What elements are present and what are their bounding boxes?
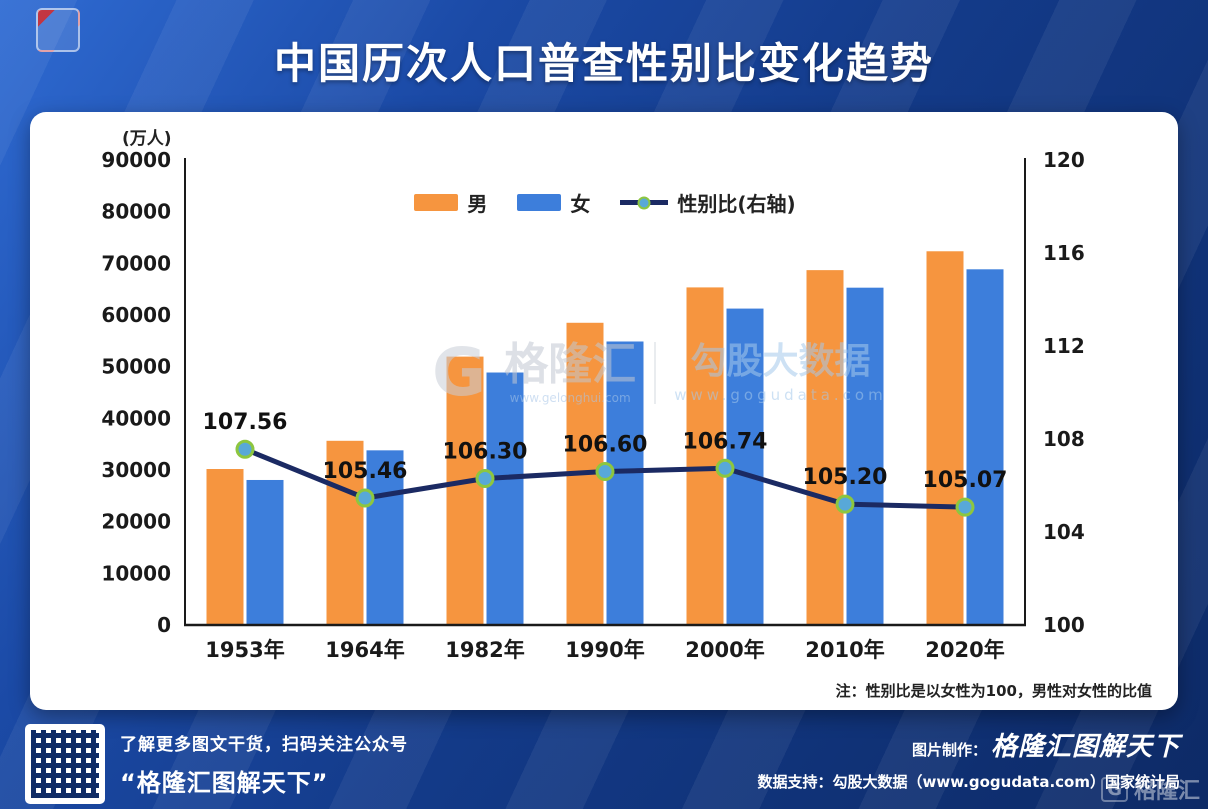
chart-card: (万人) 0 10000 20000 30000 40000 50000 60000 7000… <box>30 112 1178 710</box>
legend-item-male: 男 <box>414 188 487 217</box>
footer-right: 图片制作： 格隆汇图解天下 数据支持：勾股大数据（www.gogudata.co… <box>758 726 1180 792</box>
footer-cta-text: 了解更多图文干货，扫码关注公众号 <box>120 735 408 755</box>
svg-text:105.46: 105.46 <box>323 459 408 484</box>
svg-text:112: 112 <box>1043 334 1085 358</box>
svg-text:105.07: 105.07 <box>923 468 1008 493</box>
svg-text:10000: 10000 <box>101 561 171 585</box>
svg-text:50000: 50000 <box>101 355 171 379</box>
svg-text:80000: 80000 <box>101 200 171 224</box>
corner-brand-logo: G 格隆汇 <box>1101 773 1200 805</box>
svg-text:106.30: 106.30 <box>443 440 528 465</box>
svg-text:2010年: 2010年 <box>805 638 884 662</box>
footer-left: 了解更多图文干货，扫码关注公众号 “格隆汇图解天下” <box>120 730 408 798</box>
legend-item-ratio: 性别比(右轴) <box>620 188 796 217</box>
svg-text:30000: 30000 <box>101 458 171 482</box>
legend-label-ratio: 性别比(右轴) <box>677 192 796 216</box>
data-support-text: 数据支持：勾股大数据（www.gogudata.com）国家统计局 <box>757 773 1180 791</box>
svg-text:1964年: 1964年 <box>325 638 404 662</box>
svg-text:2020年: 2020年 <box>925 638 1004 662</box>
qr-code-pattern-icon <box>31 730 99 798</box>
header: 中国历次人口普查性别比变化趋势 <box>0 0 1208 110</box>
svg-text:104: 104 <box>1043 520 1085 544</box>
female-swatch-icon <box>517 194 562 211</box>
brand-logo-icon <box>36 8 80 52</box>
page-title: 中国历次人口普查性别比变化趋势 <box>273 39 934 88</box>
svg-text:108: 108 <box>1043 427 1085 451</box>
svg-text:70000: 70000 <box>101 251 171 275</box>
svg-text:120: 120 <box>1043 148 1085 172</box>
credit-logo: 格隆汇图解天下 <box>990 732 1180 762</box>
corner-brand-text: 格隆汇 <box>1133 779 1200 804</box>
svg-text:90000: 90000 <box>101 148 171 172</box>
qr-code <box>25 724 105 804</box>
legend-label-female: 女 <box>570 192 591 216</box>
male-swatch-icon <box>414 194 459 211</box>
svg-text:1982年: 1982年 <box>445 638 524 662</box>
svg-text:107.56: 107.56 <box>203 410 288 435</box>
svg-text:20000: 20000 <box>101 510 171 534</box>
chart-legend: 男 女 性别比(右轴) <box>185 188 1025 217</box>
legend-label-male: 男 <box>467 192 488 216</box>
footer-account-name: “格隆汇图解天下” <box>120 769 329 797</box>
svg-text:2000年: 2000年 <box>685 638 764 662</box>
svg-text:0: 0 <box>157 613 171 637</box>
legend-item-female: 女 <box>517 188 590 217</box>
svg-text:1953年: 1953年 <box>205 638 284 662</box>
svg-text:1990年: 1990年 <box>565 638 644 662</box>
footer-credit: 图片制作： 格隆汇图解天下 <box>758 726 1180 763</box>
svg-text:116: 116 <box>1043 241 1085 265</box>
corner-g-icon: G <box>1101 776 1128 802</box>
svg-text:60000: 60000 <box>101 303 171 327</box>
combo-chart: 0 10000 20000 30000 40000 50000 60000 70000 8000… <box>101 148 1085 662</box>
svg-text:106.74: 106.74 <box>683 429 768 454</box>
svg-text:40000: 40000 <box>101 406 171 430</box>
left-axis-unit-label: (万人) <box>122 129 172 149</box>
svg-text:106.60: 106.60 <box>563 433 648 458</box>
svg-text:100: 100 <box>1043 613 1085 637</box>
chart-note: 注：性别比是以女性为100，男性对女性的比值 <box>835 682 1152 700</box>
svg-text:105.20: 105.20 <box>803 465 888 490</box>
ratio-line-icon <box>620 196 669 209</box>
credit-label: 图片制作： <box>911 741 987 759</box>
